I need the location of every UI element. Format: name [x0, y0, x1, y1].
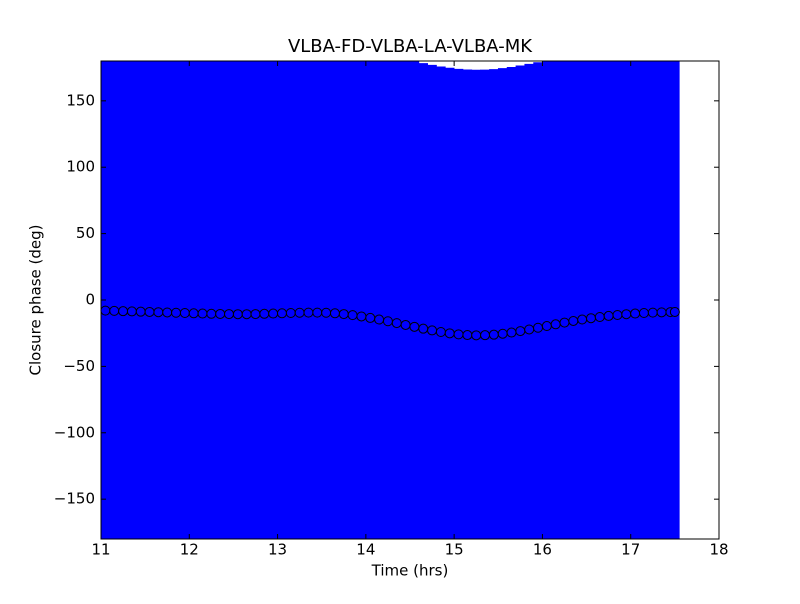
data-point — [488, 329, 499, 340]
data-point — [171, 307, 182, 318]
data-point — [621, 309, 632, 320]
data-point — [312, 307, 323, 318]
y-tick-label: 50 — [76, 224, 95, 242]
data-point — [215, 308, 226, 319]
data-point — [365, 312, 376, 323]
y-tick-label: −100 — [54, 423, 95, 441]
data-point — [647, 307, 658, 318]
data-point — [250, 309, 261, 320]
data-point — [276, 308, 287, 319]
data-point — [444, 328, 455, 339]
data-point — [197, 308, 208, 319]
data-point — [577, 314, 588, 325]
data-point — [638, 308, 649, 319]
data-point — [550, 319, 561, 330]
data-point — [669, 306, 680, 317]
data-point — [568, 315, 579, 326]
data-point — [524, 324, 535, 335]
data-point — [329, 308, 340, 319]
x-tick-label: 12 — [180, 541, 199, 559]
data-point — [480, 330, 491, 341]
data-point — [294, 307, 305, 318]
x-tick-label: 17 — [621, 541, 640, 559]
x-tick-label: 11 — [91, 541, 110, 559]
data-point — [188, 308, 199, 319]
y-tick-label: −150 — [54, 490, 95, 508]
chart-title: VLBA-FD-VLBA-LA-VLBA-MK — [288, 36, 533, 57]
data-point — [497, 328, 508, 339]
data-point — [153, 307, 164, 318]
data-point — [206, 308, 217, 319]
x-tick-label: 14 — [356, 541, 375, 559]
data-point — [630, 308, 641, 319]
data-point — [179, 308, 190, 319]
data-point — [612, 310, 623, 321]
data-point — [418, 323, 429, 334]
data-point — [427, 325, 438, 336]
x-tick-label: 15 — [445, 541, 464, 559]
x-tick-label: 16 — [533, 541, 552, 559]
data-point — [435, 326, 446, 337]
data-point — [126, 306, 137, 317]
data-point — [409, 321, 420, 332]
data-point — [232, 309, 243, 320]
data-point — [594, 311, 605, 322]
data-point — [224, 309, 235, 320]
data-point — [347, 310, 358, 321]
x-axis-label: Time (hrs) — [371, 562, 449, 580]
data-point — [400, 319, 411, 330]
data-point — [471, 330, 482, 341]
data-point — [285, 308, 296, 319]
data-point — [382, 316, 393, 327]
data-point — [259, 308, 270, 319]
data-point — [109, 305, 120, 316]
data-point — [559, 317, 570, 328]
data-point — [100, 305, 111, 316]
data-point — [118, 306, 129, 317]
data-point — [162, 307, 173, 318]
y-tick-label: 100 — [66, 158, 95, 176]
data-point — [135, 306, 146, 317]
data-point — [144, 306, 155, 317]
data-point — [338, 309, 349, 320]
data-point — [268, 308, 279, 319]
data-point — [453, 329, 464, 340]
data-point — [533, 322, 544, 333]
data-point — [374, 314, 385, 325]
y-tick-label: 0 — [85, 291, 95, 309]
data-point — [585, 313, 596, 324]
data-point — [515, 326, 526, 337]
data-point — [656, 307, 667, 318]
data-point — [541, 321, 552, 332]
data-point — [506, 327, 517, 338]
data-point — [241, 309, 252, 320]
data-point — [303, 307, 314, 318]
y-tick-label: 150 — [66, 91, 95, 109]
data-point — [356, 311, 367, 322]
y-tick-label: −50 — [63, 357, 95, 375]
data-point — [603, 310, 614, 321]
data-point — [391, 318, 402, 329]
y-axis-label: Closure phase (deg) — [27, 225, 45, 376]
x-tick-label: 18 — [709, 541, 728, 559]
x-tick-label: 13 — [268, 541, 287, 559]
data-point — [462, 330, 473, 341]
data-point — [321, 307, 332, 318]
